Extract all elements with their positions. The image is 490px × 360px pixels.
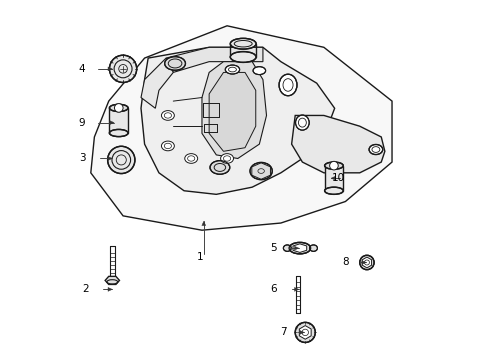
Ellipse shape [283,245,291,251]
Text: 4: 4 [79,64,85,74]
Ellipse shape [324,187,343,194]
Text: 5: 5 [270,243,277,253]
Text: 6: 6 [270,284,277,294]
Ellipse shape [230,39,256,49]
Polygon shape [300,330,304,334]
Polygon shape [110,121,114,125]
Polygon shape [331,176,335,180]
Polygon shape [166,47,263,72]
Text: 3: 3 [79,153,85,163]
Ellipse shape [279,74,297,96]
Ellipse shape [109,104,128,112]
Ellipse shape [310,245,318,251]
Ellipse shape [185,154,197,163]
Polygon shape [108,67,112,71]
Circle shape [295,322,315,342]
Circle shape [360,255,374,270]
Polygon shape [362,261,366,264]
Polygon shape [141,47,335,194]
Circle shape [109,55,137,82]
Polygon shape [141,58,173,108]
Circle shape [115,104,123,112]
Ellipse shape [210,161,230,174]
Polygon shape [105,276,120,284]
Polygon shape [294,246,299,250]
Ellipse shape [220,154,234,163]
Polygon shape [293,244,307,252]
Polygon shape [209,72,256,151]
Polygon shape [362,257,371,268]
Polygon shape [202,62,267,158]
Ellipse shape [161,111,174,120]
Polygon shape [108,287,112,291]
Ellipse shape [289,242,311,254]
Text: 9: 9 [79,118,85,128]
Polygon shape [108,157,112,161]
FancyBboxPatch shape [324,166,343,191]
Text: 1: 1 [197,252,204,262]
Ellipse shape [324,162,343,169]
Ellipse shape [369,144,383,154]
Text: 10: 10 [332,173,345,183]
Ellipse shape [109,130,128,136]
Text: 7: 7 [280,327,286,337]
Ellipse shape [295,115,309,130]
Ellipse shape [253,67,266,75]
Text: 8: 8 [343,257,349,267]
Ellipse shape [230,51,256,62]
Text: 2: 2 [82,284,89,294]
Polygon shape [292,116,385,173]
FancyBboxPatch shape [109,108,128,133]
Ellipse shape [107,280,118,284]
Ellipse shape [225,65,240,74]
Circle shape [330,161,338,170]
Ellipse shape [250,162,272,180]
Polygon shape [299,325,311,339]
Circle shape [108,146,135,174]
Polygon shape [91,26,392,230]
Ellipse shape [165,57,186,70]
Polygon shape [294,287,299,291]
Ellipse shape [161,141,174,151]
Polygon shape [202,221,206,226]
